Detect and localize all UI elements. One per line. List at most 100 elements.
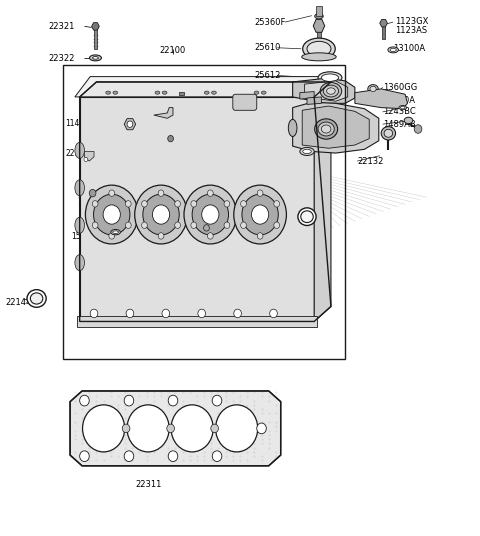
Text: 22112A: 22112A [89, 224, 118, 233]
Circle shape [240, 222, 246, 228]
Circle shape [122, 424, 130, 433]
Circle shape [191, 222, 197, 228]
Circle shape [103, 205, 120, 224]
Circle shape [109, 190, 115, 196]
Circle shape [216, 405, 258, 452]
Text: 22129: 22129 [120, 117, 143, 126]
Circle shape [167, 424, 174, 433]
Polygon shape [80, 97, 314, 322]
Ellipse shape [315, 119, 337, 139]
Text: 1153CB: 1153CB [206, 119, 236, 128]
Text: 1243BC: 1243BC [384, 107, 416, 116]
Circle shape [224, 222, 230, 228]
Circle shape [162, 309, 169, 318]
Circle shape [89, 189, 96, 197]
Circle shape [124, 451, 134, 461]
Polygon shape [313, 19, 324, 32]
Ellipse shape [315, 13, 323, 19]
Ellipse shape [323, 85, 338, 97]
Text: 25620: 25620 [292, 146, 318, 155]
Ellipse shape [300, 147, 314, 155]
Polygon shape [355, 89, 408, 109]
Polygon shape [305, 81, 348, 101]
Ellipse shape [302, 53, 336, 61]
Circle shape [92, 200, 98, 207]
Ellipse shape [288, 120, 297, 137]
Text: 1571TA: 1571TA [77, 197, 106, 206]
Circle shape [127, 405, 169, 452]
Text: 22100: 22100 [160, 47, 186, 55]
Ellipse shape [212, 91, 216, 94]
Circle shape [171, 405, 213, 452]
Text: 22321: 22321 [48, 22, 75, 31]
Ellipse shape [106, 91, 110, 94]
Circle shape [192, 194, 228, 235]
Text: 39220: 39220 [254, 84, 281, 93]
Circle shape [234, 185, 287, 244]
Text: 94650: 94650 [254, 146, 281, 155]
Polygon shape [84, 152, 94, 161]
FancyBboxPatch shape [77, 316, 317, 327]
Ellipse shape [399, 106, 407, 110]
Text: 1360GG: 1360GG [384, 83, 418, 92]
Circle shape [125, 200, 131, 207]
Text: 22132: 22132 [357, 157, 384, 166]
FancyBboxPatch shape [316, 5, 322, 16]
Ellipse shape [111, 229, 120, 235]
Circle shape [191, 200, 197, 207]
FancyBboxPatch shape [382, 23, 385, 39]
Circle shape [202, 205, 219, 224]
Circle shape [158, 190, 164, 196]
Circle shape [92, 222, 98, 228]
Text: 25500A: 25500A [384, 95, 416, 105]
Ellipse shape [75, 255, 84, 271]
Ellipse shape [326, 88, 335, 94]
Ellipse shape [155, 91, 160, 94]
Circle shape [212, 395, 222, 406]
Text: 22123B: 22123B [168, 126, 197, 135]
Circle shape [204, 225, 209, 231]
Text: 25610: 25610 [254, 43, 281, 52]
Circle shape [242, 194, 278, 235]
Text: 22115A: 22115A [136, 120, 165, 129]
Ellipse shape [381, 126, 396, 140]
Circle shape [168, 395, 178, 406]
Text: 1140FL: 1140FL [65, 119, 93, 128]
Circle shape [414, 125, 422, 133]
Circle shape [257, 190, 263, 196]
Ellipse shape [113, 231, 119, 234]
Circle shape [257, 423, 266, 434]
FancyBboxPatch shape [233, 94, 257, 110]
Circle shape [207, 233, 213, 239]
Ellipse shape [307, 41, 331, 56]
Text: 22125A: 22125A [89, 132, 119, 142]
Circle shape [80, 395, 89, 406]
FancyBboxPatch shape [179, 92, 184, 95]
Ellipse shape [404, 117, 413, 124]
Circle shape [168, 451, 178, 461]
Ellipse shape [322, 74, 338, 81]
Text: 1153CE: 1153CE [206, 133, 236, 142]
Text: 22113A: 22113A [182, 227, 212, 236]
Ellipse shape [301, 211, 313, 222]
Ellipse shape [388, 47, 398, 53]
Ellipse shape [254, 91, 259, 94]
Text: 17510C: 17510C [158, 134, 188, 143]
Text: 25614: 25614 [257, 157, 283, 166]
Polygon shape [80, 82, 331, 97]
Text: 1123AS: 1123AS [396, 26, 428, 35]
Circle shape [257, 233, 263, 239]
Ellipse shape [75, 217, 84, 233]
Ellipse shape [384, 129, 393, 137]
Ellipse shape [204, 91, 209, 94]
Text: 22114A: 22114A [204, 99, 233, 108]
Polygon shape [124, 118, 136, 130]
Circle shape [142, 200, 147, 207]
Circle shape [143, 194, 179, 235]
Circle shape [142, 222, 147, 228]
Polygon shape [307, 97, 322, 105]
Text: 1489AB: 1489AB [384, 120, 416, 129]
Polygon shape [293, 78, 355, 103]
Circle shape [84, 158, 88, 162]
Polygon shape [300, 92, 314, 99]
